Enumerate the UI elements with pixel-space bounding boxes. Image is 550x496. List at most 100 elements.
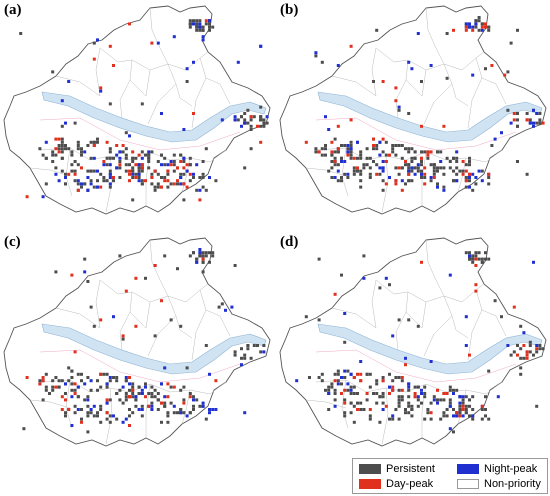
persistent-cell — [249, 356, 253, 360]
persistent-cell — [89, 179, 93, 183]
persistent-cell — [397, 144, 401, 147]
persistent-cell — [201, 176, 205, 179]
persistent-cell — [500, 315, 503, 319]
persistent-cell — [262, 118, 266, 122]
day-peak-cell — [179, 160, 183, 163]
persistent-cell — [452, 179, 455, 183]
day-peak-cell — [368, 408, 372, 411]
persistent-cell — [86, 430, 90, 434]
persistent-cell — [60, 137, 64, 141]
night-peak-cell — [134, 395, 138, 399]
night-peak-cell — [112, 414, 115, 418]
persistent-cell — [73, 169, 77, 173]
day-peak-cell — [426, 150, 430, 154]
persistent-cell — [362, 408, 366, 411]
persistent-cell — [92, 41, 96, 45]
night-peak-cell — [163, 395, 167, 399]
persistent-cell — [118, 398, 122, 402]
persistent-cell — [112, 179, 115, 183]
night-peak-cell — [407, 60, 411, 64]
night-peak-cell — [83, 150, 87, 154]
persistent-cell — [413, 166, 417, 170]
persistent-cell — [204, 251, 208, 255]
persistent-cell — [304, 315, 308, 319]
persistent-cell — [330, 160, 334, 163]
persistent-cell — [442, 172, 446, 176]
persistent-cell — [201, 172, 205, 176]
night-peak-cell — [381, 160, 385, 163]
day-peak-cell — [38, 382, 42, 386]
persistent-cell — [217, 305, 221, 309]
persistent-cell — [233, 264, 237, 267]
persistent-cell — [76, 147, 80, 151]
night-peak-cell — [314, 51, 318, 55]
night-peak-cell — [349, 388, 353, 392]
night-peak-cell — [108, 376, 112, 379]
persistent-cell — [60, 379, 64, 383]
persistent-cell — [519, 366, 523, 370]
persistent-cell — [211, 254, 215, 258]
persistent-cell — [195, 257, 199, 261]
day-peak-cell — [60, 395, 64, 399]
persistent-cell — [70, 169, 74, 173]
persistent-cell — [44, 372, 48, 376]
persistent-cell — [163, 404, 167, 408]
persistent-cell — [308, 376, 311, 379]
persistent-cell — [208, 260, 211, 264]
persistent-cell — [448, 398, 452, 402]
persistent-cell — [506, 70, 510, 74]
night-peak-cell — [333, 404, 337, 408]
persistent-cell — [349, 156, 353, 160]
day-peak-cell — [346, 153, 350, 157]
night-peak-cell — [64, 382, 67, 386]
legend-label-persistent: Persistent — [386, 463, 435, 475]
map-panel-b: (b) — [276, 0, 548, 226]
persistent-cell — [108, 398, 112, 402]
day-peak-cell — [359, 372, 363, 376]
night-peak-cell — [381, 166, 385, 170]
day-peak-cell — [461, 172, 465, 176]
persistent-cell — [64, 172, 67, 176]
night-peak-cell — [150, 404, 154, 408]
day-peak-cell — [256, 124, 259, 128]
persistent-cell — [538, 121, 542, 125]
day-peak-cell — [112, 64, 115, 67]
persistent-cell — [487, 257, 491, 261]
persistent-cell — [397, 417, 401, 421]
persistent-cell — [359, 153, 363, 157]
persistent-cell — [420, 163, 423, 167]
night-peak-cell — [346, 172, 350, 176]
night-peak-cell — [137, 172, 141, 176]
persistent-cell — [150, 172, 154, 176]
night-peak-cell — [195, 163, 199, 167]
night-peak-cell — [233, 115, 237, 119]
persistent-cell — [201, 160, 205, 163]
persistent-cell — [243, 118, 247, 122]
persistent-cell — [131, 166, 135, 170]
persistent-cell — [445, 414, 449, 418]
persistent-cell — [394, 408, 398, 411]
night-peak-cell — [137, 163, 141, 167]
persistent-cell — [201, 270, 205, 274]
persistent-cell — [381, 376, 385, 379]
persistent-cell — [410, 179, 414, 183]
persistent-cell — [80, 379, 83, 383]
district-boundary — [423, 315, 453, 357]
day-peak-cell — [118, 163, 122, 167]
night-peak-cell — [160, 112, 163, 115]
persistent-cell — [147, 392, 151, 395]
district-boundary — [199, 57, 231, 105]
persistent-cell — [131, 169, 135, 173]
night-peak-cell — [500, 131, 503, 135]
district-boundary — [423, 83, 453, 125]
district-boundary — [475, 57, 507, 105]
persistent-cell — [516, 124, 519, 128]
night-peak-cell — [471, 25, 475, 29]
persistent-cell — [416, 324, 420, 328]
persistent-cell — [477, 19, 481, 23]
night-peak-cell — [140, 408, 144, 411]
persistent-cell — [131, 395, 135, 399]
district-boundary — [119, 311, 131, 351]
day-peak-cell — [352, 156, 356, 160]
day-peak-cell — [384, 182, 388, 186]
